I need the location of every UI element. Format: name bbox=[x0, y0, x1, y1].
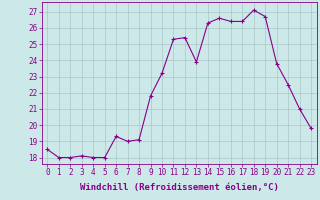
X-axis label: Windchill (Refroidissement éolien,°C): Windchill (Refroidissement éolien,°C) bbox=[80, 183, 279, 192]
